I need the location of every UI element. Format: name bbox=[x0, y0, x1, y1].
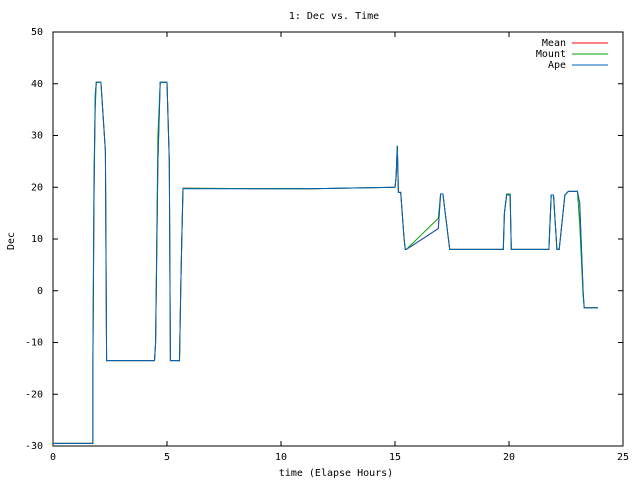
y-tick-label: 50 bbox=[31, 27, 43, 38]
series-line-ape bbox=[53, 81, 598, 444]
y-tick-label: -20 bbox=[25, 389, 43, 400]
legend-label-mean: Mean bbox=[542, 38, 566, 49]
y-tick-label: 40 bbox=[31, 79, 43, 90]
y-tick-label: -10 bbox=[25, 338, 43, 349]
plot-lines bbox=[53, 81, 598, 444]
y-tick-label: 10 bbox=[31, 234, 43, 245]
legend-label-ape: Ape bbox=[548, 60, 566, 71]
x-axis-label: time (Elapse Hours) bbox=[279, 468, 393, 479]
y-axis-label: Dec bbox=[6, 232, 17, 250]
legend-label-mount: Mount bbox=[536, 49, 566, 60]
chart-title: 1: Dec vs. Time bbox=[289, 11, 379, 22]
axes: 0 5 10 15 20 25 -30 -20 -10 0 10 20 30 40 50 bbox=[25, 27, 629, 463]
x-tick-label: 5 bbox=[164, 452, 170, 463]
x-tick-label: 15 bbox=[389, 452, 401, 463]
y-tick-label: 30 bbox=[31, 131, 43, 142]
x-tick-label: 20 bbox=[503, 452, 515, 463]
x-tick-label: 10 bbox=[275, 452, 287, 463]
y-tick-label: -30 bbox=[25, 441, 43, 452]
y-tick-label: 20 bbox=[31, 182, 43, 193]
x-tick-label: 25 bbox=[617, 452, 629, 463]
x-tick-label: 0 bbox=[50, 452, 56, 463]
y-tick-label: 0 bbox=[37, 286, 43, 297]
